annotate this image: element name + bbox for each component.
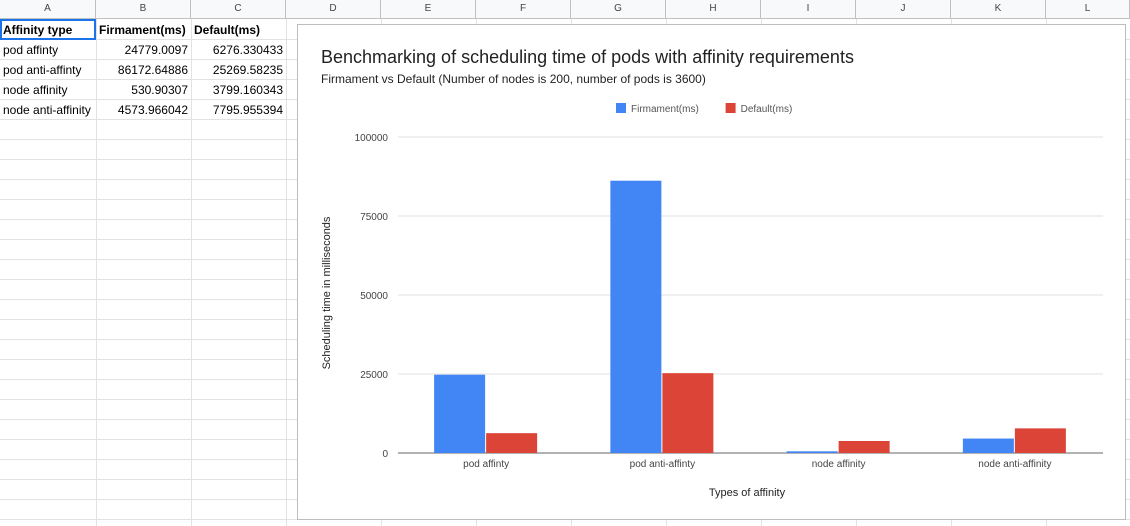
- column-header-l[interactable]: L: [1046, 0, 1130, 18]
- column-header-row: A B C D E F G H I J K L: [0, 0, 1130, 19]
- chart-title: Benchmarking of scheduling time of pods …: [321, 47, 854, 67]
- column-header-j[interactable]: J: [856, 0, 951, 18]
- column-header-i[interactable]: I: [761, 0, 856, 18]
- x-tick-label: node affinity: [812, 459, 866, 470]
- bar-default-3: [1014, 428, 1066, 453]
- legend-swatch: [725, 103, 736, 113]
- cell-b2[interactable]: 24779.0097: [124, 43, 188, 57]
- bar-firmament-1: [610, 180, 662, 453]
- grid-column-line: [191, 19, 192, 526]
- x-tick-label: pod affinty: [463, 459, 509, 470]
- cell-a3[interactable]: pod anti-affinty: [3, 63, 82, 77]
- bar-firmament-3: [962, 438, 1014, 453]
- cell-b4[interactable]: 530.90307: [131, 83, 188, 97]
- x-tick-label: pod anti-affinty: [630, 459, 695, 470]
- chart-legend: Firmament(ms) Default(ms): [616, 103, 792, 115]
- cell-c3[interactable]: 25269.58235: [212, 63, 283, 77]
- chart-x-tick-labels: pod affinty pod anti-affinty node affinity…: [463, 459, 1051, 470]
- y-tick-label: 100000: [355, 133, 389, 144]
- y-tick-label: 50000: [360, 291, 388, 302]
- column-header-a[interactable]: A: [0, 0, 96, 18]
- cell-c2[interactable]: 6276.330433: [212, 43, 283, 57]
- cell-a5[interactable]: node anti-affinity: [3, 103, 91, 117]
- legend-label: Default(ms): [741, 104, 793, 115]
- column-header-d[interactable]: D: [286, 0, 381, 18]
- grid-column-line: [96, 19, 97, 526]
- cell-c4[interactable]: 3799.160343: [212, 83, 283, 97]
- bar-default-1: [662, 373, 714, 453]
- y-tick-label: 25000: [360, 370, 388, 381]
- embedded-chart[interactable]: Benchmarking of scheduling time of pods …: [297, 24, 1126, 520]
- column-header-k[interactable]: K: [951, 0, 1046, 18]
- cell-a4[interactable]: node affinity: [3, 83, 68, 97]
- chart-bars: [434, 180, 1066, 453]
- chart-subtitle: Firmament vs Default (Number of nodes is…: [321, 72, 706, 86]
- legend-label: Firmament(ms): [631, 104, 699, 115]
- cell-a1[interactable]: Affinity type: [3, 23, 73, 37]
- cell-b3[interactable]: 86172.64886: [117, 63, 188, 77]
- column-header-f[interactable]: F: [476, 0, 571, 18]
- cell-c5[interactable]: 7795.955394: [212, 103, 283, 117]
- column-header-c[interactable]: C: [191, 0, 286, 18]
- column-header-g[interactable]: G: [571, 0, 666, 18]
- bar-default-0: [486, 433, 538, 453]
- grid-column-line: [286, 19, 287, 526]
- y-tick-label: 75000: [360, 212, 388, 223]
- legend-swatch: [616, 103, 626, 113]
- y-tick-label: 0: [382, 449, 388, 460]
- bar-chart: Benchmarking of scheduling time of pods …: [321, 47, 1103, 499]
- bar-firmament-0: [434, 374, 486, 453]
- bar-firmament-2: [786, 451, 838, 453]
- x-tick-label: node anti-affinity: [978, 459, 1051, 470]
- column-header-h[interactable]: H: [666, 0, 761, 18]
- column-header-b[interactable]: B: [96, 0, 191, 18]
- bar-default-2: [838, 440, 890, 453]
- cell-b1[interactable]: Firmament(ms): [99, 23, 186, 37]
- column-header-e[interactable]: E: [381, 0, 476, 18]
- cell-c1[interactable]: Default(ms): [194, 23, 261, 37]
- cell-b5[interactable]: 4573.966042: [117, 103, 188, 117]
- y-axis-label: Scheduling time in milliseconds: [321, 216, 333, 369]
- x-axis-label: Types of affinity: [709, 487, 786, 499]
- cell-a2[interactable]: pod affinty: [3, 43, 59, 57]
